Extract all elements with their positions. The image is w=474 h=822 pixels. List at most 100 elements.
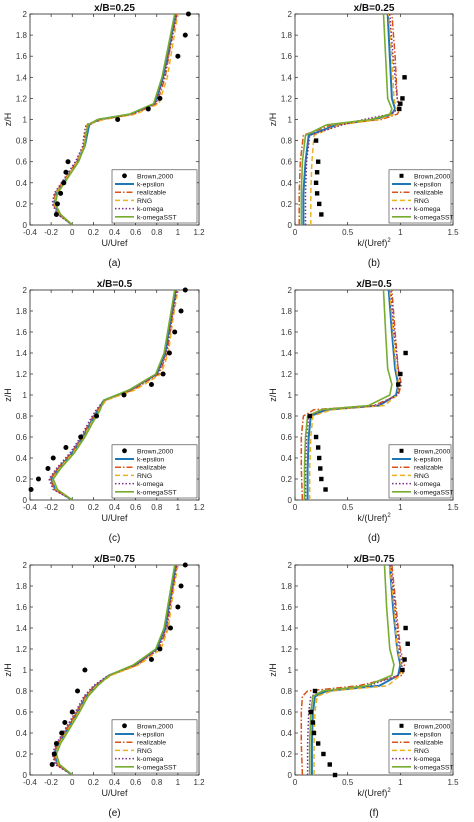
exp-point xyxy=(327,762,332,767)
legend-label: RNG xyxy=(137,198,152,205)
legend-box xyxy=(388,169,452,224)
x-tick-label: -0.4 xyxy=(23,778,37,787)
panel-label: (f) xyxy=(369,808,378,819)
x-axis-label: U/Uref xyxy=(101,788,128,798)
exp-point xyxy=(313,434,319,440)
legend-label: RNG xyxy=(414,473,429,480)
y-tick-label: 1.8 xyxy=(16,31,28,40)
exp-point xyxy=(313,138,319,143)
exp-point xyxy=(398,371,403,377)
chart-title: x/B=0.75 xyxy=(354,554,395,565)
legend-label: k-epsilon xyxy=(414,732,441,739)
series-line-RNG xyxy=(53,14,179,225)
legend-label: RNG xyxy=(414,748,429,755)
exp-point xyxy=(63,169,69,175)
y-tick-label: 1.4 xyxy=(16,349,28,358)
x-tick-label: -0.2 xyxy=(44,228,58,237)
panel-e: x/B=0.75 -0.4 -0.2 0 0.2 0.4 0.6 0.8 1 1.2 0 0.2 0.4… xyxy=(3,554,205,819)
exp-point xyxy=(175,604,181,610)
chart-title: x/B=0.25 xyxy=(94,3,135,14)
legend-label: RNG xyxy=(137,473,152,480)
legend-label: k-epsilon xyxy=(137,182,164,189)
legend-label: k-epsilon xyxy=(137,457,164,464)
y-tick-label: 2 xyxy=(288,561,293,570)
exp-point xyxy=(172,329,178,335)
series-line-RNG xyxy=(54,565,179,775)
series-group xyxy=(300,290,403,500)
x-axis-label-sup: 2 xyxy=(387,238,391,244)
exp-markers xyxy=(307,350,408,492)
x-tick-label: 0.5 xyxy=(342,503,354,512)
x-tick-label: 1 xyxy=(398,503,403,512)
legend-label: k-omega xyxy=(414,756,441,763)
y-tick-label: 1.8 xyxy=(281,307,293,316)
x-axis-label: U/Uref xyxy=(101,238,128,248)
y-tick-label: 1.2 xyxy=(281,370,293,379)
legend-label: k-omega xyxy=(137,481,164,488)
x-tick-label: 0.6 xyxy=(130,778,142,787)
exp-point xyxy=(166,350,172,356)
panel-label: (b) xyxy=(368,258,380,269)
series-line-k-omegaSST xyxy=(308,565,395,775)
y-tick-label: 0.2 xyxy=(281,750,293,759)
exp-point xyxy=(54,201,60,207)
y-tick-label: 1 xyxy=(23,116,28,125)
exp-point xyxy=(182,562,188,568)
x-tick-label: 1.5 xyxy=(447,228,459,237)
series-line-realizable xyxy=(300,290,403,500)
panel-label: (d) xyxy=(368,533,380,544)
x-tick-label: 1 xyxy=(398,778,403,787)
exp-point xyxy=(314,170,320,175)
y-tick-label: 1 xyxy=(288,391,293,400)
exp-point xyxy=(182,287,188,293)
y-tick-label: 1 xyxy=(288,116,293,125)
legend-box xyxy=(388,719,452,774)
y-tick-label: 0.6 xyxy=(281,433,293,442)
x-axis-label: k/(Uref)2 xyxy=(357,513,391,523)
series-line-k-epsilon xyxy=(306,290,400,500)
legend-label: Brown,2000 xyxy=(137,448,173,455)
exp-point xyxy=(61,180,67,186)
exp-point xyxy=(75,688,81,694)
y-tick-label: 1.8 xyxy=(16,582,28,591)
exp-point xyxy=(321,751,326,757)
exp-point xyxy=(319,476,324,482)
exp-point xyxy=(307,413,312,419)
exp-point xyxy=(121,392,127,398)
y-tick-label: 1.2 xyxy=(281,645,293,654)
y-tick-label: 0.4 xyxy=(16,729,28,738)
exp-point xyxy=(315,159,321,164)
exp-point xyxy=(319,212,324,217)
legend-box xyxy=(111,444,198,499)
x-tick-label: 0 xyxy=(70,503,75,512)
legend: Brown,2000 k-epsilonrealizableRNGk-omegak… xyxy=(388,719,454,774)
panel-c: x/B=0.5 -0.4 -0.2 0 0.2 0.4 0.6 0.8 1 1.2 0 0.2 0.4 0… xyxy=(3,279,205,544)
series-line-RNG xyxy=(310,14,397,225)
y-tick-label: 1.6 xyxy=(281,603,293,612)
y-tick-label: 1.6 xyxy=(16,603,28,612)
exp-point xyxy=(157,646,163,652)
x-tick-label: 1.5 xyxy=(447,778,459,787)
exp-point xyxy=(167,625,173,631)
exp-point xyxy=(400,96,405,101)
y-tick-label: 0.2 xyxy=(281,200,293,209)
exp-point xyxy=(317,201,322,207)
y-tick-label: 0.4 xyxy=(281,729,293,738)
legend-box xyxy=(111,719,198,774)
y-tick-label: 1.2 xyxy=(16,94,28,103)
series-line-k-omega xyxy=(304,290,402,500)
x-tick-label: 0.2 xyxy=(88,778,100,787)
exp-point xyxy=(45,466,51,471)
panel-label: (e) xyxy=(108,808,120,819)
legend-label: k-omega xyxy=(414,206,441,213)
exp-point xyxy=(58,190,64,196)
exp-point xyxy=(313,180,319,185)
y-tick-label: 0.6 xyxy=(16,158,28,167)
x-axis-label-sup: 2 xyxy=(387,513,391,519)
x-tick-label: 0.6 xyxy=(130,503,142,512)
legend-label: k-omegaSST xyxy=(414,489,454,496)
exp-point xyxy=(28,487,34,492)
y-tick-label: 1.6 xyxy=(16,328,28,337)
legend-label: k-omegaSST xyxy=(414,764,454,771)
x-tick-label: 0 xyxy=(293,228,298,237)
